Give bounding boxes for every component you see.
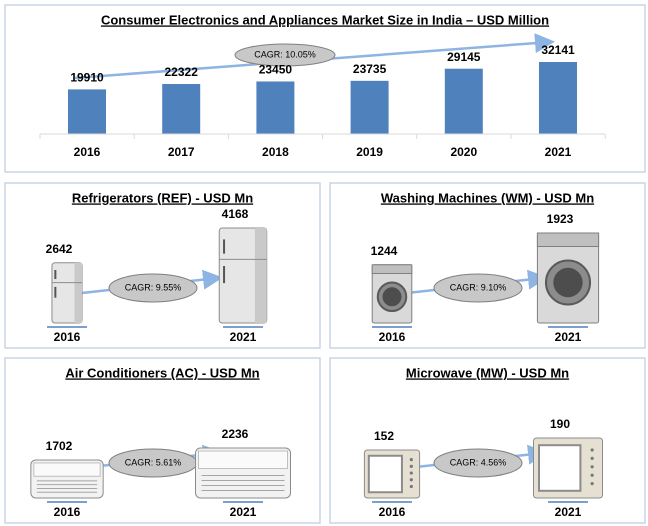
- cagr-label: CAGR: 10.05%: [254, 49, 316, 59]
- ac-top: [33, 462, 101, 477]
- x-tick-label: 2021: [230, 330, 257, 344]
- mw-button: [590, 465, 594, 469]
- washer-panel: [536, 232, 600, 247]
- icon: [533, 437, 603, 499]
- x-tick-label: 2021: [555, 505, 582, 519]
- fridge-handle: [54, 286, 57, 298]
- mw-button: [590, 456, 594, 460]
- icon: [30, 459, 104, 499]
- value-label: 152: [374, 429, 394, 443]
- cagr-label: CAGR: 9.55%: [125, 282, 182, 292]
- icon: [218, 227, 268, 324]
- x-tick-label: 2019: [356, 145, 383, 159]
- bar: [68, 89, 106, 134]
- icon: [363, 449, 421, 499]
- panel-title: Washing Machines (WM) - USD Mn: [381, 190, 594, 205]
- mw-button: [409, 471, 413, 475]
- value-label: 2642: [46, 242, 73, 256]
- icon: [195, 447, 291, 499]
- mw-window: [538, 444, 582, 492]
- bar: [256, 81, 295, 134]
- panel-title: Consumer Electronics and Appliances Mark…: [101, 12, 549, 27]
- bar: [162, 83, 201, 134]
- fridge-handle: [223, 266, 226, 284]
- x-tick-label: 2016: [379, 330, 406, 344]
- cagr-label: CAGR: 4.56%: [450, 457, 507, 467]
- value-label: 32141: [541, 43, 575, 57]
- panel-title: Microwave (MW) - USD Mn: [406, 365, 569, 380]
- value-label: 1244: [371, 244, 398, 258]
- bar: [350, 80, 389, 134]
- bar: [539, 62, 577, 134]
- value-label: 29145: [447, 50, 481, 64]
- value-label: 4168: [222, 207, 249, 221]
- washer-glass: [382, 287, 402, 307]
- value-label: 23735: [353, 62, 387, 76]
- value-label: 190: [550, 417, 570, 431]
- icon: [51, 262, 83, 324]
- washer-glass: [553, 267, 583, 298]
- x-tick-label: 2021: [230, 505, 257, 519]
- mw-button: [409, 458, 413, 462]
- icon: [371, 264, 413, 324]
- x-tick-label: 2017: [168, 145, 195, 159]
- mw-window: [367, 454, 403, 494]
- fridge-handle: [223, 239, 226, 254]
- cagr-label: CAGR: 9.10%: [450, 282, 507, 292]
- x-tick-label: 2021: [545, 145, 572, 159]
- bar: [444, 68, 483, 134]
- x-tick-label: 2016: [54, 330, 81, 344]
- panel: [4, 4, 646, 173]
- fridge-side: [74, 262, 83, 323]
- fridge-handle: [54, 270, 57, 280]
- ac-top: [198, 450, 288, 469]
- mw-button: [409, 484, 413, 489]
- x-tick-label: 2018: [262, 145, 289, 159]
- value-label: 23450: [259, 63, 293, 77]
- mw-button: [409, 478, 413, 482]
- cagr-badge: [433, 273, 523, 303]
- mw-button: [590, 448, 594, 452]
- value-label: 1923: [547, 212, 574, 226]
- x-tick-label: 2016: [54, 505, 81, 519]
- cagr-badge: [234, 43, 336, 67]
- value-label: 1702: [46, 439, 73, 453]
- mw-button: [590, 473, 594, 477]
- x-tick-label: 2021: [555, 330, 582, 344]
- panel-title: Air Conditioners (AC) - USD Mn: [65, 365, 259, 380]
- value-label: 2236: [222, 427, 249, 441]
- icon: [536, 232, 600, 324]
- value-label: 19910: [70, 71, 104, 85]
- x-tick-label: 2016: [379, 505, 406, 519]
- value-label: 22322: [165, 65, 199, 79]
- panel-title: Refrigerators (REF) - USD Mn: [72, 190, 253, 205]
- mw-button: [409, 464, 413, 468]
- washer-panel: [371, 264, 413, 275]
- mw-button: [590, 482, 594, 486]
- fridge-side: [254, 228, 267, 323]
- x-tick-label: 2016: [74, 145, 101, 159]
- cagr-label: CAGR: 5.61%: [125, 457, 182, 467]
- cagr-badge: [433, 448, 523, 478]
- cagr-badge: [108, 273, 198, 303]
- x-tick-label: 2020: [450, 145, 477, 159]
